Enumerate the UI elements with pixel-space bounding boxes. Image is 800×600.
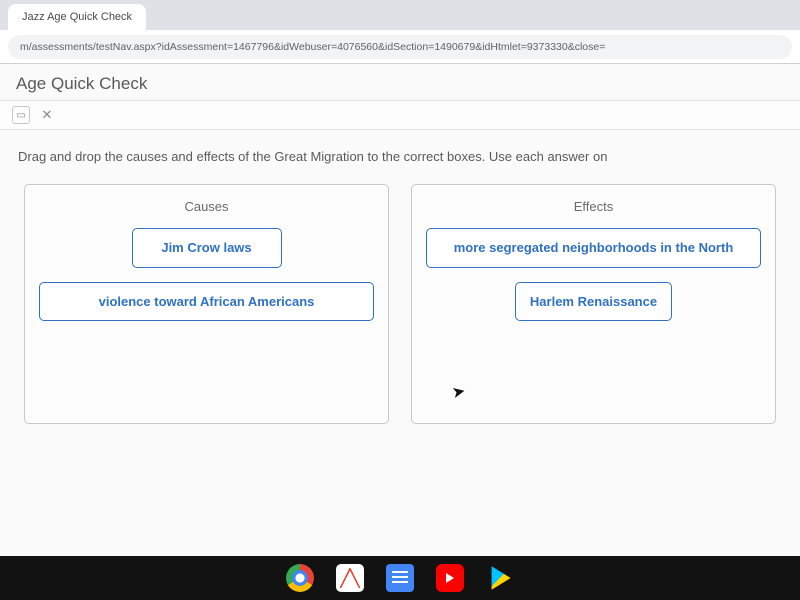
page-content: Age Quick Check ▭ ✕ Drag and drop the ca… [0, 64, 800, 556]
play-store-icon[interactable] [486, 564, 514, 592]
docs-icon[interactable] [386, 564, 414, 592]
chrome-icon[interactable] [286, 564, 314, 592]
chip-harlem[interactable]: Harlem Renaissance [515, 282, 672, 322]
tab-title: Jazz Age Quick Check [22, 11, 132, 23]
causes-chips: Jim Crow laws violence toward African Am… [39, 228, 374, 321]
effects-label: Effects [426, 199, 761, 214]
assessment-toolbar: ▭ ✕ [0, 100, 800, 130]
gmail-icon[interactable] [336, 564, 364, 592]
chip-segregated[interactable]: more segregated neighborhoods in the Nor… [426, 228, 761, 268]
url-text: m/assessments/testNav.aspx?idAssessment=… [20, 41, 605, 53]
close-icon[interactable]: ✕ [38, 106, 56, 124]
question-area: Drag and drop the causes and effects of … [0, 130, 800, 434]
browser-chrome: Jazz Age Quick Check m/assessments/testN… [0, 0, 800, 64]
browser-tab[interactable]: Jazz Age Quick Check [8, 4, 146, 30]
doc-icon[interactable]: ▭ [12, 106, 30, 124]
tab-strip: Jazz Age Quick Check [0, 0, 800, 30]
youtube-icon[interactable] [436, 564, 464, 592]
causes-label: Causes [39, 199, 374, 214]
effects-dropzone[interactable]: Effects more segregated neighborhoods in… [411, 184, 776, 424]
page-header: Age Quick Check [0, 64, 800, 100]
instruction-text: Drag and drop the causes and effects of … [18, 148, 782, 166]
chip-jim-crow[interactable]: Jim Crow laws [132, 228, 282, 268]
drag-drop-columns: Causes Jim Crow laws violence toward Afr… [18, 184, 782, 424]
causes-dropzone[interactable]: Causes Jim Crow laws violence toward Afr… [24, 184, 389, 424]
address-bar: m/assessments/testNav.aspx?idAssessment=… [0, 30, 800, 64]
chip-violence[interactable]: violence toward African Americans [39, 282, 374, 322]
url-input[interactable]: m/assessments/testNav.aspx?idAssessment=… [8, 35, 792, 59]
effects-chips: more segregated neighborhoods in the Nor… [426, 228, 761, 321]
os-shelf [0, 556, 800, 600]
page-title: Age Quick Check [16, 74, 147, 94]
